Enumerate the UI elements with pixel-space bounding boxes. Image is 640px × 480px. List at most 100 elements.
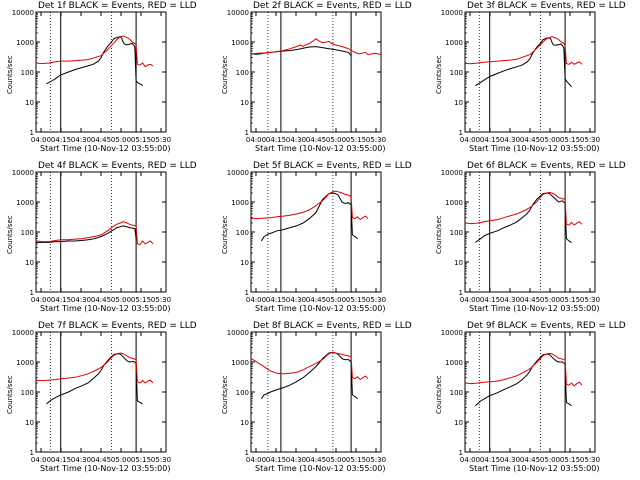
x-tick-label: 05:15 [346, 136, 366, 144]
x-tick-label: 05:30 [151, 296, 171, 304]
x-axis-label: Start Time (10-Nov-12 03:55:00) [469, 464, 600, 473]
panel-title: Det 5f BLACK = Events, RED = LLD [253, 161, 412, 171]
x-tick-label: 05:30 [366, 296, 386, 304]
x-tick-label: 04:30 [71, 456, 91, 464]
x-tick-label: 04:45 [520, 296, 540, 304]
y-tick-label: 100 [450, 229, 463, 237]
x-tick-label: 04:30 [286, 136, 306, 144]
y-tick-label: 1 [459, 449, 463, 457]
x-tick-label: 05:00 [540, 136, 560, 144]
y-tick-label: 10 [240, 99, 249, 107]
y-tick-label: 1 [245, 449, 249, 457]
x-tick-label: 05:30 [151, 456, 171, 464]
x-axis-label: Start Time (10-Nov-12 03:55:00) [40, 144, 171, 153]
x-tick-label: 05:00 [111, 456, 131, 464]
x-tick-label: 04:00 [460, 456, 480, 464]
y-tick-label: 1 [459, 129, 463, 137]
black-events-series-line [46, 36, 143, 87]
x-tick-label: 04:45 [306, 136, 326, 144]
x-tick-label: 05:00 [326, 136, 346, 144]
y-tick-label: 10000 [441, 329, 463, 337]
y-tick-label: 10000 [227, 329, 249, 337]
red-lld-series-line [465, 36, 583, 65]
x-tick-label: 05:15 [346, 296, 366, 304]
black-events-series-line [475, 37, 572, 88]
x-tick-label: 05:30 [580, 136, 600, 144]
y-tick-label: 10000 [227, 9, 249, 17]
y-tick-label: 100 [21, 229, 34, 237]
panel-title: Det 4f BLACK = Events, RED = LLD [38, 161, 197, 171]
panel-title: Det 6f BLACK = Events, RED = LLD [467, 161, 626, 171]
panel-title: Det 7f BLACK = Events, RED = LLD [38, 321, 197, 331]
x-tick-label: 04:15 [266, 456, 286, 464]
x-tick-label: 05:30 [151, 136, 171, 144]
x-tick-label: 05:30 [580, 296, 600, 304]
x-tick-label: 04:45 [306, 456, 326, 464]
red-lld-series-line [250, 37, 382, 56]
panel-title: Det 9f BLACK = Events, RED = LLD [467, 321, 626, 331]
y-tick-label: 1000 [16, 39, 34, 47]
black-events-series-line [260, 351, 358, 400]
y-tick-label: 100 [236, 69, 249, 77]
panel-title: Det 3f BLACK = Events, RED = LLD [467, 1, 626, 11]
red-lld-series-line [464, 191, 583, 226]
x-tick-label: 04:30 [71, 296, 91, 304]
y-tick-label: 1 [30, 129, 34, 137]
y-tick-label: 10000 [12, 329, 34, 337]
plot-frame [464, 331, 596, 453]
x-tick-label: 04:15 [51, 296, 71, 304]
x-tick-label: 04:30 [286, 456, 306, 464]
black-events-series-line [46, 353, 143, 405]
red-lld-series-line [35, 221, 154, 246]
x-tick-label: 05:30 [366, 136, 386, 144]
y-tick-label: 1 [30, 289, 34, 297]
x-tick-label: 04:15 [51, 456, 71, 464]
x-tick-label: 04:15 [480, 456, 500, 464]
red-lld-series-line [251, 190, 369, 221]
black-events-series-line [475, 192, 572, 243]
x-tick-label: 05:15 [560, 456, 580, 464]
y-tick-label: 10000 [12, 9, 34, 17]
x-tick-label: 04:00 [460, 296, 480, 304]
x-axis-label: Start Time (10-Nov-12 03:55:00) [469, 144, 600, 153]
panel-title: Det 2f BLACK = Events, RED = LLD [253, 1, 412, 11]
y-tick-label: 1000 [16, 199, 34, 207]
x-tick-label: 04:30 [500, 136, 520, 144]
y-tick-label: 10 [454, 419, 463, 427]
y-tick-label: 1000 [231, 39, 249, 47]
y-tick-label: 10 [25, 419, 34, 427]
x-tick-label: 05:00 [326, 296, 346, 304]
y-tick-label: 1 [30, 449, 34, 457]
y-tick-label: 10 [25, 259, 34, 267]
x-tick-label: 04:15 [266, 136, 286, 144]
red-lld-series-line [250, 351, 369, 381]
red-lld-series-line [35, 35, 154, 68]
y-tick-label: 1 [245, 289, 249, 297]
x-tick-label: 04:00 [460, 136, 480, 144]
x-tick-label: 05:15 [131, 136, 151, 144]
x-tick-label: 04:00 [31, 456, 51, 464]
black-events-series-line [36, 225, 137, 243]
y-tick-label: 100 [236, 229, 249, 237]
y-tick-label: 10000 [227, 169, 249, 177]
x-axis-label: Start Time (10-Nov-12 03:55:00) [40, 304, 171, 313]
y-tick-label: 10 [240, 259, 249, 267]
x-tick-label: 04:45 [306, 296, 326, 304]
x-tick-label: 04:00 [246, 456, 266, 464]
y-tick-label: 10 [454, 99, 463, 107]
x-tick-label: 04:15 [266, 296, 286, 304]
y-tick-label: 100 [450, 389, 463, 397]
y-tick-label: 100 [450, 69, 463, 77]
